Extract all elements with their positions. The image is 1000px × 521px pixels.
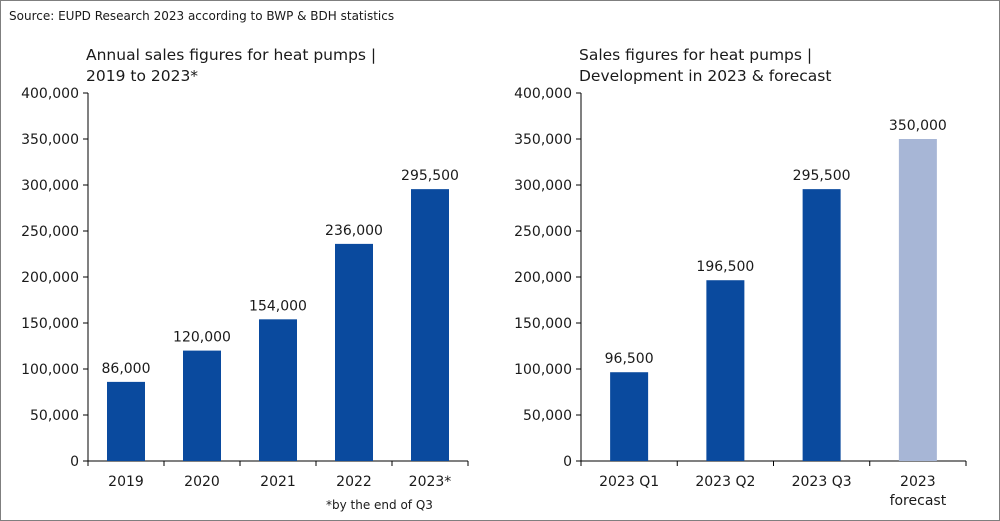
bar-value-label: 154,000 [249,298,307,314]
x-category-label: 2021 [260,474,296,490]
source-note: Source: EUPD Research 2023 according to … [9,9,395,23]
y-tick-label: 0 [70,454,79,470]
bar [706,280,745,461]
x-category-label: 2023 [900,474,936,490]
chart-title-forecast: Sales figures for heat pumps | Developme… [579,45,831,87]
chart-title-annual: Annual sales figures for heat pumps | 20… [86,45,376,87]
y-tick-label: 0 [563,454,572,470]
x-category-label: forecast [890,493,947,509]
y-tick-label: 350,000 [514,132,572,148]
bar-value-label: 295,500 [401,168,459,184]
x-category-label: 2023 Q1 [599,474,659,490]
y-tick-label: 250,000 [21,224,79,240]
bar [411,189,449,461]
bar-value-label: 86,000 [102,361,151,377]
bar-value-label: 236,000 [325,223,383,239]
y-tick-label: 100,000 [514,362,572,378]
x-category-label: 2022 [336,474,372,490]
bar [107,381,145,461]
bar [335,243,373,461]
y-tick-label: 150,000 [514,316,572,332]
x-category-label: 2020 [184,474,220,490]
chart-title-forecast-line-2: Development in 2023 & forecast [579,67,832,85]
bar-value-label: 350,000 [889,118,947,134]
chart-title-annual-line-1: Annual sales figures for heat pumps | [86,46,377,64]
x-category-label: 2023* [409,474,452,490]
y-tick-label: 200,000 [21,270,79,286]
y-tick-label: 300,000 [21,178,79,194]
bar-value-label: 196,500 [696,259,754,275]
x-category-label: 2023 Q2 [695,474,755,490]
bar [183,350,221,461]
y-tick-label: 400,000 [21,86,79,102]
bar [802,189,841,461]
x-category-label: 2019 [108,474,144,490]
chart-title-annual-line-2: 2019 to 2023* [86,67,199,85]
y-tick-label: 250,000 [514,224,572,240]
bar-value-label: 96,500 [605,351,654,367]
y-tick-label: 50,000 [523,408,572,424]
footnote: *by the end of Q3 [326,498,433,512]
chart-title-forecast-line-1: Sales figures for heat pumps | [579,46,813,64]
y-tick-label: 200,000 [514,270,572,286]
y-tick-label: 150,000 [21,316,79,332]
bar-value-label: 295,500 [793,168,851,184]
bar-value-label: 120,000 [173,330,231,346]
y-tick-label: 300,000 [514,178,572,194]
x-category-label: 2023 Q3 [792,474,852,490]
bar [610,372,649,461]
y-tick-label: 50,000 [30,408,79,424]
y-tick-label: 100,000 [21,362,79,378]
bar [898,139,937,461]
bar [259,319,297,461]
y-tick-label: 350,000 [21,132,79,148]
y-tick-label: 400,000 [514,86,572,102]
